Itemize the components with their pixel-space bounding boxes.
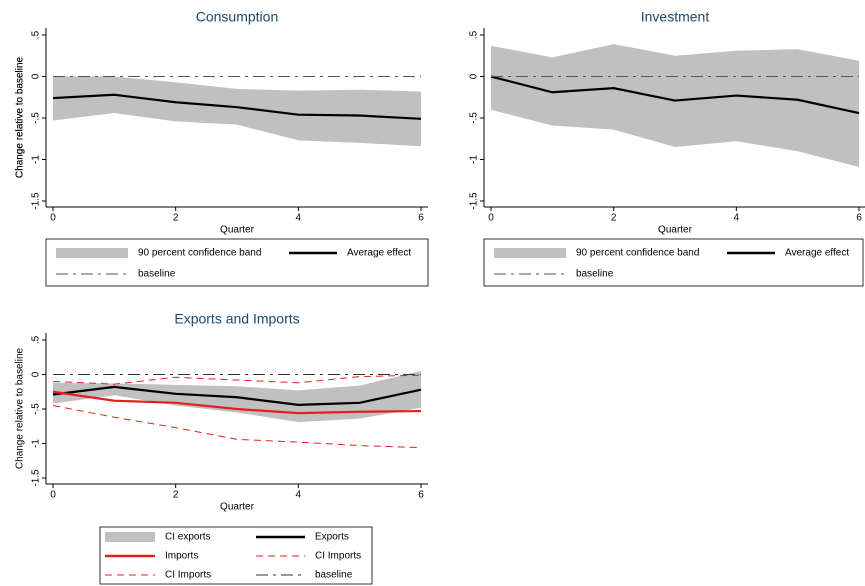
confidence-band [53, 76, 421, 147]
y-tick-label: -.5 [31, 112, 42, 124]
x-tick-label: 6 [418, 490, 424, 501]
legend-box [99, 526, 373, 585]
legend-label: baseline [138, 269, 176, 280]
x-tick-label: 6 [856, 213, 862, 224]
x-axis-label: Quarter [220, 502, 255, 513]
x-tick-label: 4 [734, 213, 740, 224]
line [52, 93, 422, 120]
x-tick-label: 0 [50, 213, 56, 224]
y-tick-label: .5 [469, 30, 480, 39]
y-tick-label: -1 [469, 155, 480, 164]
legend-label: baseline [315, 570, 353, 581]
x-axis-label: Quarter [658, 225, 693, 236]
legend-label: Average effect [347, 248, 411, 259]
legend-label: Exports [315, 532, 349, 543]
x-tick-label: 4 [296, 213, 302, 224]
x-tick-label: 2 [173, 490, 179, 501]
legend-label: CI Imports [315, 551, 361, 562]
legend-label: baseline [576, 269, 614, 280]
x-tick-label: 6 [418, 213, 424, 224]
y-tick-label: 0 [31, 371, 42, 377]
y-tick-label: -.5 [31, 403, 42, 415]
line [490, 75, 860, 115]
legend-box [45, 238, 429, 287]
x-tick-label: 2 [611, 213, 617, 224]
y-tick-label: -1.5 [469, 192, 480, 210]
line [52, 405, 422, 449]
legend-label: 90 percent confidence band [138, 248, 261, 259]
chart-title: Exports and Imports [174, 311, 299, 327]
y-axis-label: Change relative to baseline [15, 56, 26, 178]
chart-title: Investment [641, 9, 710, 25]
y-tick-label: -1 [31, 155, 42, 164]
y-tick-label: 0 [469, 73, 480, 79]
line [52, 385, 422, 406]
legend-swatch [494, 248, 566, 258]
y-tick-label: -1.5 [31, 469, 42, 487]
y-tick-label: -1 [31, 439, 42, 448]
x-tick-label: 4 [296, 490, 302, 501]
chart-title: Consumption [196, 9, 279, 25]
y-tick-label: .5 [31, 30, 42, 39]
y-tick-label: 0 [31, 73, 42, 79]
line [52, 390, 422, 415]
y-tick-label: .5 [31, 335, 42, 344]
legend-label: CI exports [165, 532, 211, 543]
x-tick-label: 0 [50, 490, 56, 501]
legend-label: CI Imports [165, 570, 211, 581]
y-axis-label: Change relative to baseline [15, 56, 26, 178]
y-tick-label: -.5 [469, 112, 480, 124]
legend-box [483, 238, 864, 287]
line [52, 374, 422, 385]
confidence-band [491, 44, 859, 167]
legend-label: Imports [165, 551, 198, 562]
y-tick-label: -1.5 [31, 192, 42, 210]
x-tick-label: 0 [488, 213, 494, 224]
x-tick-label: 2 [173, 213, 179, 224]
legend-swatch [105, 532, 155, 542]
legend-swatch [56, 248, 128, 258]
legend-label: Average effect [785, 248, 849, 259]
y-axis-label: Change relative to baseline [15, 347, 26, 469]
legend-label: 90 percent confidence band [576, 248, 699, 259]
x-axis-label: Quarter [220, 225, 255, 236]
